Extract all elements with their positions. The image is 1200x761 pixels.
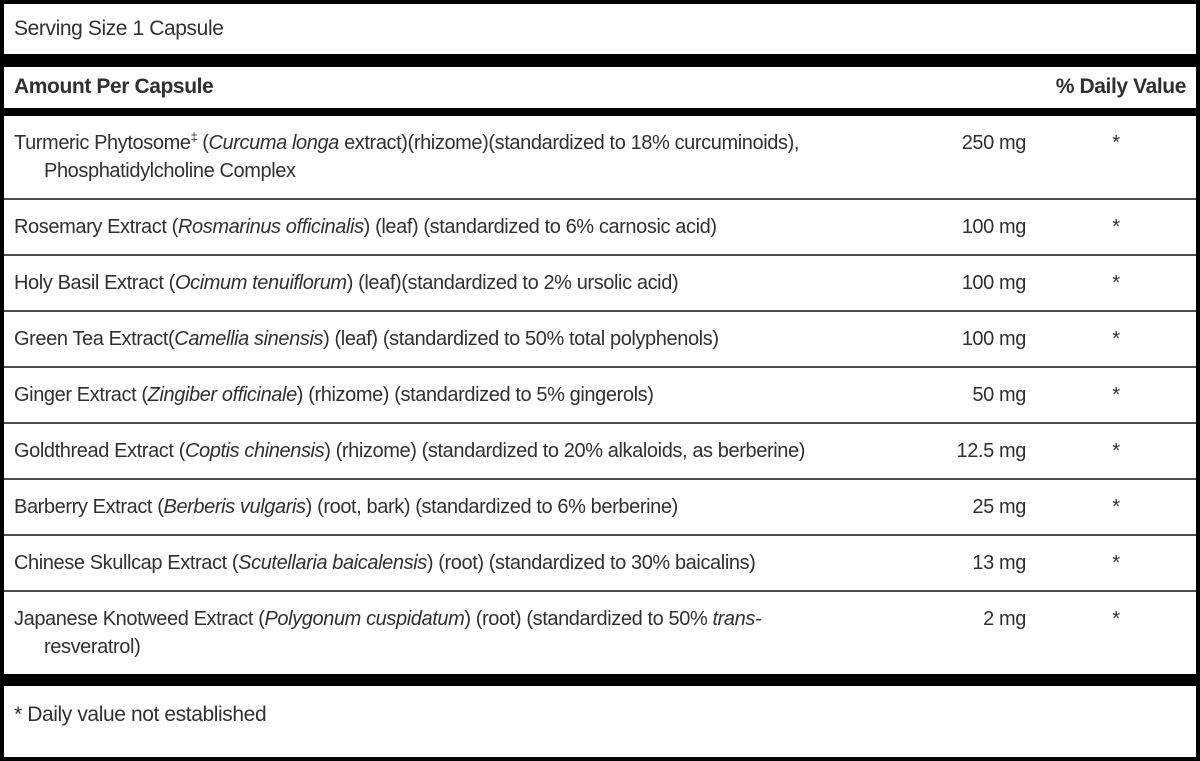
ingredient-row: Green Tea Extract(Camellia sinensis) (le… [4, 312, 1196, 368]
ingredient-row: Chinese Skullcap Extract (Scutellaria ba… [4, 536, 1196, 592]
ingredient-amount: 50 mg [972, 384, 1026, 406]
column-header-daily-value: % Daily Value [1055, 75, 1187, 98]
ingredient-row: Japanese Knotweed Extract (Polygonum cus… [4, 592, 1196, 674]
ingredient-amount: 25 mg [972, 496, 1026, 518]
ingredient-name: Rosemary Extract (Rosmarinus officinalis… [14, 216, 717, 238]
ingredient-name: Barberry Extract (Berberis vulgaris) (ro… [14, 496, 678, 518]
ingredient-name: Goldthread Extract (Coptis chinensis) (r… [14, 440, 805, 462]
ingredient-row: Turmeric Phytosome‡ (Curcuma longa extra… [4, 116, 1196, 200]
ingredient-name: Green Tea Extract(Camellia sinensis) (le… [14, 328, 719, 350]
ingredient-row: Goldthread Extract (Coptis chinensis) (r… [4, 424, 1196, 480]
ingredient-amount: 100 mg [961, 272, 1027, 294]
divider-bar-header [4, 108, 1196, 116]
ingredient-row: Holy Basil Extract (Ocimum tenuiflorum) … [4, 256, 1196, 312]
ingredient-amount: 12.5 mg [956, 440, 1027, 462]
ingredient-amount: 100 mg [961, 216, 1027, 238]
ingredient-amount: 2 mg [983, 608, 1026, 630]
ingredient-daily-value: * [1112, 328, 1120, 350]
ingredient-daily-value: * [1112, 440, 1120, 462]
ingredient-name: Turmeric Phytosome‡ (Curcuma longa extra… [14, 130, 800, 182]
ingredient-daily-value: * [1112, 552, 1120, 574]
daily-value-footnote: * Daily value not established [14, 703, 267, 726]
ingredient-name: Japanese Knotweed Extract (Polygonum cus… [14, 608, 762, 658]
ingredient-amount: 100 mg [961, 328, 1027, 350]
divider-bar-footer [4, 674, 1196, 686]
ingredient-daily-value: * [1112, 496, 1120, 518]
ingredient-daily-value: * [1112, 608, 1120, 630]
ingredient-daily-value: * [1112, 384, 1120, 406]
ingredient-name: Ginger Extract (Zingiber officinale) (rh… [14, 384, 654, 406]
serving-size-text: Serving Size 1 Capsule [14, 17, 224, 40]
ingredient-row: Ginger Extract (Zingiber officinale) (rh… [4, 368, 1196, 424]
ingredient-rows: Turmeric Phytosome‡ (Curcuma longa extra… [4, 116, 1196, 674]
ingredient-daily-value: * [1112, 132, 1120, 154]
ingredient-name: Chinese Skullcap Extract (Scutellaria ba… [14, 552, 756, 574]
ingredient-amount: 250 mg [961, 132, 1027, 154]
ingredient-amount: 13 mg [972, 552, 1026, 574]
column-header-amount-per-capsule: Amount Per Capsule [14, 75, 214, 98]
ingredient-row: Rosemary Extract (Rosmarinus officinalis… [4, 200, 1196, 256]
ingredient-daily-value: * [1112, 216, 1120, 238]
divider-bar-top [4, 54, 1196, 67]
ingredient-daily-value: * [1112, 272, 1120, 294]
ingredient-row: Barberry Extract (Berberis vulgaris) (ro… [4, 480, 1196, 536]
table-header: Amount Per Capsule % Daily Value [4, 67, 1196, 108]
ingredient-name: Holy Basil Extract (Ocimum tenuiflorum) … [14, 272, 679, 294]
